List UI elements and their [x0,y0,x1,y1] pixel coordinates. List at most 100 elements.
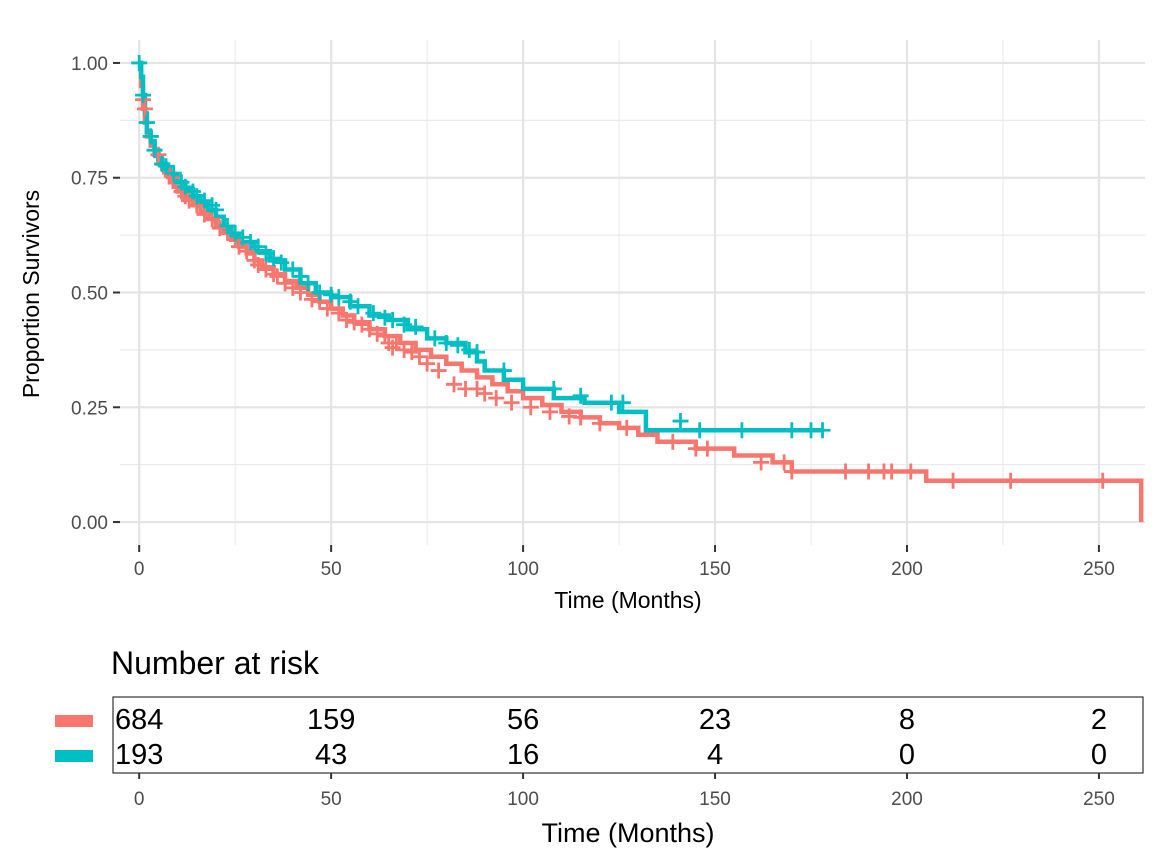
censor-mark [902,463,919,480]
risk-table-x-axis: 0 50 100 150 200 250 [134,773,1115,810]
y-tick-label: 0.75 [71,169,108,190]
x-tick-label: 100 [507,559,539,580]
censor-mark [284,261,301,278]
censor-mark [142,128,159,145]
risk-table-x-axis-label: Time (Months) [541,818,714,848]
risk-count: 684 [115,704,163,736]
y-tick-label: 0.50 [71,284,108,305]
censor-mark [572,409,589,426]
plot-panel [120,40,1145,545]
censor-mark [319,300,336,317]
risk-count: 8 [899,704,915,736]
censor-mark [330,305,347,322]
censor-mark [733,422,750,439]
censor-mark [136,100,153,117]
censor-mark [273,254,290,271]
censor-mark [449,337,466,354]
censor-mark [219,217,236,234]
censor-mark [292,284,309,301]
risk-x-tick-label: 250 [1083,789,1115,810]
censor-mark [146,142,163,159]
censor-mark [311,284,328,301]
censor-mark [238,243,255,260]
censor-mark [837,463,854,480]
risk-table: Number at risk 684 159 56 23 8 2 193 43 16 4 0 0 0 5… [55,645,1144,848]
censor-mark [419,355,436,372]
risk-legend-swatch-2 [55,750,93,762]
censor-mark [138,114,155,131]
risk-count: 0 [1091,739,1107,771]
censor-mark [426,330,443,347]
censor-mark [664,433,681,450]
censor-mark [591,415,608,432]
censor-mark [369,325,386,342]
censor-mark [883,463,900,480]
censor-mark [330,289,347,306]
censor-mark [411,348,428,365]
censor-mark [396,341,413,358]
x-tick-label: 200 [891,559,923,580]
censor-mark [783,422,800,439]
censor-mark [476,385,493,402]
risk-count: 159 [307,704,355,736]
censor-mark [522,399,539,416]
risk-count: 2 [1091,704,1107,736]
risk-x-tick-label: 100 [507,789,539,810]
censor-mark [430,362,447,379]
censor-mark [438,335,455,351]
censor-mark [207,201,224,218]
censor-mark [407,318,424,335]
censor-mark [131,54,148,71]
censor-mark [135,87,152,104]
risk-table-counts: 684 159 56 23 8 2 193 43 16 4 0 0 [115,704,1107,771]
censor-mark [376,328,393,345]
censor-mark [445,376,462,393]
y-tick-label: 1.00 [71,54,108,75]
censor-mark [618,419,635,436]
censor-mark [292,268,309,285]
censor-mark [384,312,401,329]
censor-mark [488,390,505,407]
y-axis-label: Proportion Survivors [18,190,44,398]
y-tick-label: 0.00 [71,513,108,534]
y-axis: 0.00 0.25 0.50 0.75 1.00 [71,54,120,534]
risk-count: 4 [707,739,723,771]
risk-x-tick-label: 0 [134,789,145,810]
censor-mark [265,266,282,283]
x-tick-label: 0 [134,559,145,580]
censor-mark [165,165,182,182]
censor-mark [365,305,382,322]
censor-mark [503,394,520,411]
risk-x-tick-label: 50 [321,789,342,810]
risk-count: 0 [899,739,915,771]
censor-mark [614,394,631,411]
censor-mark [572,387,589,404]
censor-mark [388,335,405,351]
censor-mark [461,341,478,358]
censor-mark [303,291,320,308]
censor-mark [154,155,171,172]
censor-mark [250,238,267,255]
x-tick-label: 50 [321,559,342,580]
censor-mark [541,403,558,420]
censor-mark [672,413,689,430]
risk-table-title: Number at risk [111,645,320,681]
censor-mark [691,422,708,439]
censor-mark [323,286,340,303]
risk-x-tick-label: 150 [699,789,731,810]
risk-legend-swatch-1 [55,715,93,727]
censor-mark [753,454,770,471]
censor-mark [469,344,486,361]
censor-mark [699,440,716,457]
censor-mark [783,463,800,480]
x-tick-label: 250 [1083,559,1115,580]
censor-mark [396,316,413,333]
censor-marks [131,54,1111,489]
risk-x-tick-label: 200 [891,789,923,810]
censor-mark [269,268,286,285]
major-gridlines [120,40,1145,545]
censor-mark [338,312,355,329]
censor-mark [545,380,562,397]
